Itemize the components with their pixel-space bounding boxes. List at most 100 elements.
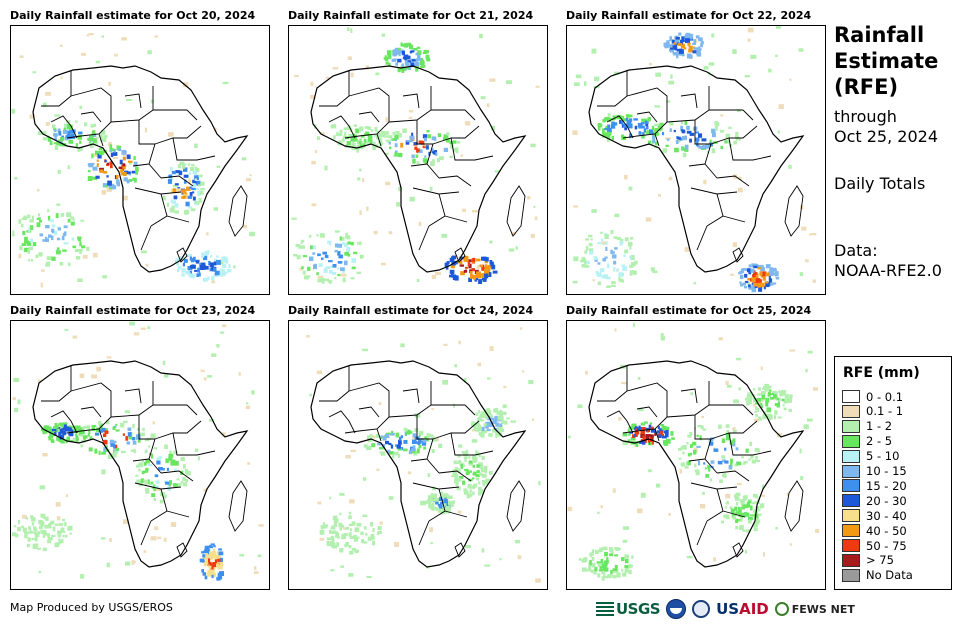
rain-cell [330,535,334,540]
rain-cell [99,429,103,433]
country-border [597,70,628,107]
rain-cell [359,168,362,172]
rain-cell [32,71,37,74]
rain-cell [742,495,747,501]
rain-cell [328,260,333,263]
rain-cell [666,100,671,103]
rain-cell [692,42,697,45]
rain-cell [604,242,608,245]
rain-cell [66,120,71,124]
rain-cell [682,152,687,158]
rain-cell [400,343,405,348]
through-date: through Oct 25, 2024 [834,107,938,147]
rain-cell [209,551,214,555]
rain-cell [301,239,305,243]
rain-cell [36,217,40,220]
rain-cell [94,432,100,436]
rain-cell [629,264,634,268]
rain-cell [772,272,775,276]
rain-cell [331,272,337,275]
rain-cell [424,145,427,148]
rain-cell [192,170,196,175]
rain-cell [202,554,206,558]
rain-cell [492,429,496,433]
rain-cell [753,493,758,498]
rain-cell [118,166,123,169]
rain-cell [714,126,718,131]
rain-cell [637,508,643,514]
rain-cell [176,188,181,194]
country-border [80,111,102,123]
rain-cell [755,278,761,283]
rain-cell [681,36,685,41]
rain-cell [253,571,259,574]
rain-cell [405,432,411,435]
rain-cell [610,572,613,576]
rain-cell [606,560,609,564]
rain-cell [143,479,149,484]
rain-cell [612,574,617,579]
rain-cell [469,470,472,473]
rain-cell [28,227,31,233]
rain-cell [505,80,512,84]
rain-cell [600,558,604,564]
rain-cell [681,45,685,49]
rain-cell [607,127,612,133]
country-border [358,111,380,123]
rain-cell [630,425,634,430]
country-border [506,185,526,237]
rain-cell [212,548,216,553]
rain-cell [57,534,62,538]
rain-cell [38,213,41,217]
rain-cell [347,56,352,60]
rain-cell [450,265,455,269]
rain-cell [14,176,18,180]
rain-cell [677,43,683,46]
rain-cell [150,453,154,459]
rain-cell [377,526,382,530]
rain-cell [194,269,198,272]
rain-cell [353,535,357,539]
rain-cell [402,68,406,71]
rain-cell [216,343,220,348]
rain-cell [430,542,433,545]
rain-cell [499,558,502,561]
rain-cell [744,75,750,78]
rain-cell [680,125,684,131]
rain-cell [444,500,448,506]
rain-cell [104,449,110,452]
rain-cell [426,438,429,442]
rain-cell [528,380,534,385]
map-canvas [572,26,817,293]
rain-cell [348,532,352,537]
rain-cell [40,513,46,518]
rain-cell [430,493,433,496]
rain-cell [81,52,86,56]
rain-cell [211,280,216,284]
rain-cell [385,61,389,65]
rain-cell [721,438,726,443]
rain-cell [732,438,736,443]
rain-cell [687,434,692,438]
rain-cell [625,117,629,121]
rain-cell [812,279,816,283]
rain-cell [47,208,50,213]
rain-cell [494,417,499,422]
rain-cell [353,537,358,542]
rain-cell [38,130,43,133]
rain-cell [89,162,95,166]
rain-cell [153,497,156,501]
rain-cell [618,272,623,277]
rain-cell [142,427,145,432]
rain-cell [68,432,73,436]
rain-cell [173,468,177,472]
rain-cell [469,489,472,494]
rain-cell [748,286,752,290]
rain-cell [101,427,106,433]
rain-cell [366,576,372,578]
through-value: Oct 25, 2024 [834,127,938,146]
rain-cell [456,140,461,144]
rain-cell [144,487,150,491]
rain-cell [573,82,580,86]
rain-cell [197,456,200,461]
